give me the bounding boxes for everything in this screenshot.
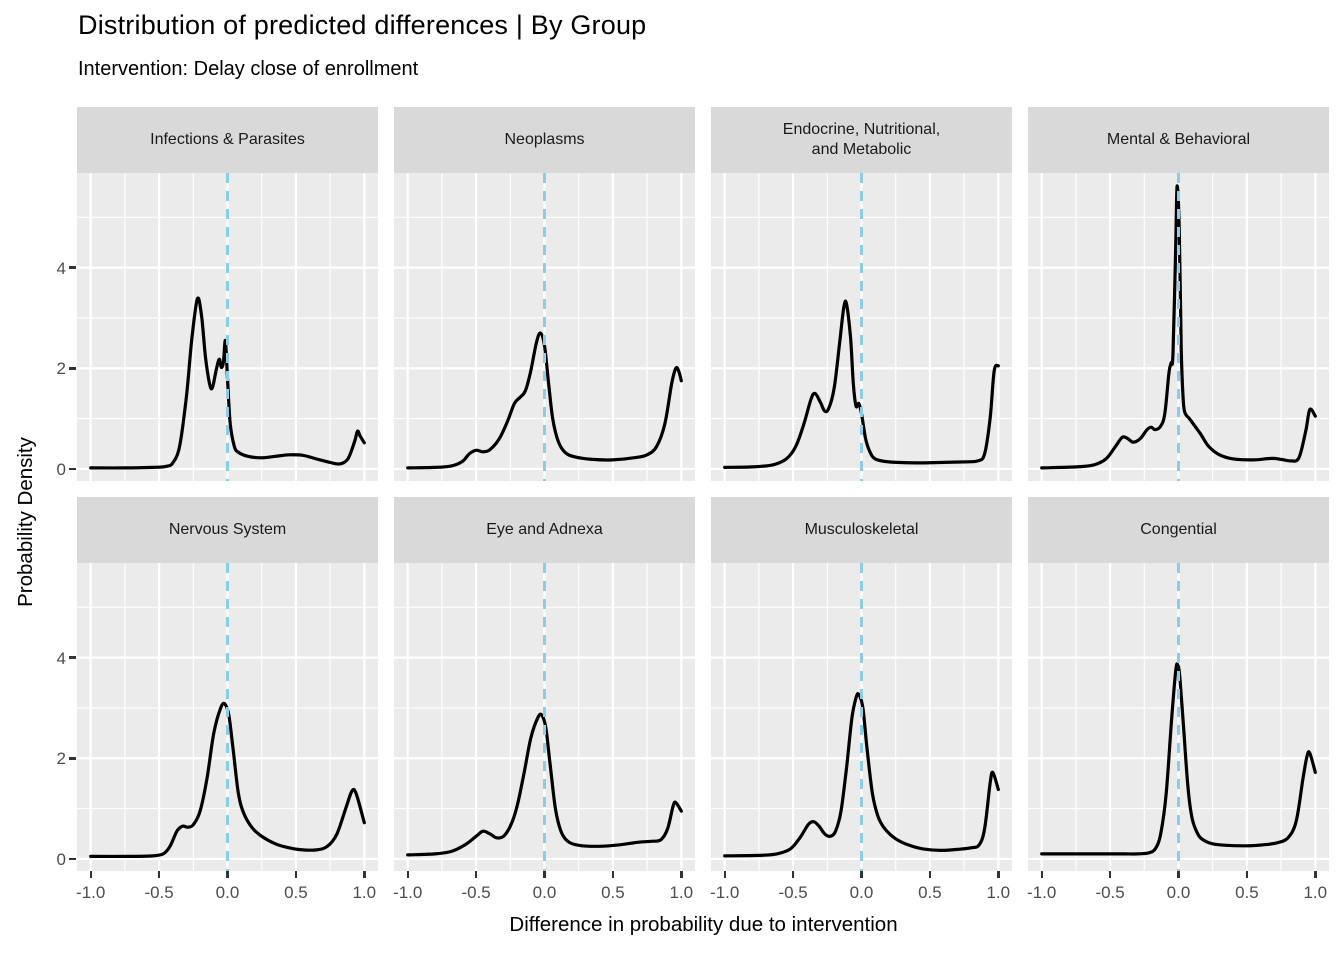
y-tick-mark bbox=[69, 656, 76, 659]
x-tick-label: 0.5 bbox=[918, 883, 942, 902]
x-tick-mark bbox=[1314, 871, 1317, 878]
y-tick-mark bbox=[69, 857, 76, 861]
facet-strip-label: Neoplasms bbox=[504, 131, 585, 148]
x-tick-label: -1.0 bbox=[76, 883, 106, 902]
facet-infections-and-parasites: Infections & Parasites bbox=[77, 107, 378, 481]
facet-panel bbox=[711, 173, 1012, 481]
facet-strip-label: Endocrine, Nutritional, and Metabolic bbox=[782, 121, 941, 158]
x-tick-label: -1.0 bbox=[393, 883, 423, 902]
density-curve bbox=[89, 701, 366, 859]
x-tick-mark bbox=[1245, 871, 1249, 878]
y-tick-label: 4 bbox=[56, 258, 66, 278]
density-curve bbox=[89, 296, 366, 470]
x-tick-mark bbox=[294, 871, 298, 878]
y-tick-label: 0 bbox=[56, 459, 66, 479]
facet-strip-label: Musculoskeletal bbox=[804, 521, 919, 538]
x-tick-mark bbox=[723, 871, 726, 878]
facet-endocrine-nutritional-and-metabolic: Endocrine, Nutritional, and Metabolic bbox=[711, 107, 1012, 481]
facet-strip: Congential bbox=[1028, 497, 1329, 563]
facet-mental-and-behavioral: Mental & Behavioral bbox=[1028, 107, 1329, 481]
y-tick-mark bbox=[69, 467, 76, 471]
x-tick-mark bbox=[680, 871, 683, 878]
x-tick-label: 1.0 bbox=[352, 883, 377, 902]
x-tick-label: 1.0 bbox=[669, 883, 694, 902]
x-tick-mark bbox=[928, 871, 932, 878]
x-tick-label: 0.0 bbox=[215, 883, 240, 902]
facet-musculoskeletal: Musculoskeletal bbox=[711, 497, 1012, 871]
x-tick-label: -0.5 bbox=[1095, 883, 1125, 902]
x-tick-label: 0.5 bbox=[284, 883, 308, 902]
x-tick-mark bbox=[543, 871, 546, 878]
x-tick-mark bbox=[611, 871, 615, 878]
facet-strip: Eye and Adnexa bbox=[394, 497, 695, 563]
facet-eye-and-adnexa: Eye and Adnexa bbox=[394, 497, 695, 871]
facet-nervous-system: Nervous System bbox=[77, 497, 378, 871]
facet-strip: Nervous System bbox=[77, 497, 378, 563]
x-tick-mark bbox=[1040, 871, 1043, 878]
x-tick-label: -0.5 bbox=[461, 883, 491, 902]
x-tick-mark bbox=[860, 871, 863, 878]
y-tick-label: 2 bbox=[56, 359, 66, 379]
y-tick-label: 2 bbox=[56, 749, 66, 769]
facet-panel bbox=[394, 173, 695, 481]
x-tick-mark bbox=[89, 871, 92, 878]
x-tick-label: 0.0 bbox=[1166, 883, 1191, 902]
x-tick-label: 1.0 bbox=[1303, 883, 1328, 902]
facet-strip: Neoplasms bbox=[394, 107, 695, 173]
facet-strip: Musculoskeletal bbox=[711, 497, 1012, 563]
x-tick-mark bbox=[474, 871, 478, 878]
gridlines bbox=[394, 173, 695, 481]
density-curve bbox=[406, 331, 683, 470]
x-tick-label: 0.5 bbox=[1235, 883, 1259, 902]
x-tick-mark bbox=[791, 871, 795, 878]
facet-neoplasms: Neoplasms bbox=[394, 107, 695, 481]
facet-strip-label: Mental & Behavioral bbox=[1106, 131, 1251, 148]
x-tick-mark bbox=[157, 871, 161, 878]
facet-panel bbox=[77, 173, 378, 481]
y-tick-mark bbox=[69, 757, 76, 760]
x-tick-label: 1.0 bbox=[986, 883, 1011, 902]
facet-strip-label: Eye and Adnexa bbox=[486, 521, 603, 538]
gridlines bbox=[77, 563, 378, 871]
y-tick-label: 0 bbox=[56, 849, 66, 869]
y-tick-mark bbox=[69, 266, 76, 269]
facet-strip-label: Nervous System bbox=[168, 521, 287, 538]
x-tick-mark bbox=[406, 871, 409, 878]
facet-strip-label: Congential bbox=[1140, 521, 1217, 538]
facet-panel bbox=[1028, 173, 1329, 481]
y-tick-label: 4 bbox=[56, 648, 66, 668]
facet-panel bbox=[711, 563, 1012, 871]
facet-panel bbox=[77, 563, 378, 871]
facet-strip-label: Infections & Parasites bbox=[150, 131, 305, 148]
x-tick-mark bbox=[226, 871, 229, 878]
y-axis-title: Probability Density bbox=[14, 437, 37, 607]
x-tick-label: 0.0 bbox=[532, 883, 557, 902]
x-tick-mark bbox=[1108, 871, 1112, 878]
facet-panel bbox=[1028, 563, 1329, 871]
x-tick-label: -0.5 bbox=[144, 883, 174, 902]
x-tick-label: 0.5 bbox=[601, 883, 625, 902]
x-axis-title: Difference in probability due to interve… bbox=[509, 913, 898, 936]
facet-strip: Infections & Parasites bbox=[77, 107, 378, 173]
facet-strip: Endocrine, Nutritional, and Metabolic bbox=[711, 107, 1012, 173]
x-tick-mark bbox=[363, 871, 366, 878]
y-tick-mark bbox=[69, 367, 76, 370]
x-tick-label: -1.0 bbox=[710, 883, 740, 902]
chart-subtitle: Intervention: Delay close of enrollment bbox=[78, 58, 419, 80]
x-tick-label: -1.0 bbox=[1027, 883, 1057, 902]
density-curve bbox=[406, 712, 683, 857]
facet-congential: Congential bbox=[1028, 497, 1329, 871]
density-curve bbox=[1040, 184, 1317, 470]
x-tick-mark bbox=[1177, 871, 1180, 878]
density-curve bbox=[723, 299, 1000, 469]
facet-strip: Mental & Behavioral bbox=[1028, 107, 1329, 173]
x-tick-mark bbox=[997, 871, 1000, 878]
chart-title: Distribution of predicted differences | … bbox=[78, 10, 647, 40]
x-tick-label: -0.5 bbox=[778, 883, 808, 902]
facet-panel bbox=[394, 563, 695, 871]
density-curve bbox=[1040, 662, 1317, 856]
x-tick-label: 0.0 bbox=[849, 883, 874, 902]
